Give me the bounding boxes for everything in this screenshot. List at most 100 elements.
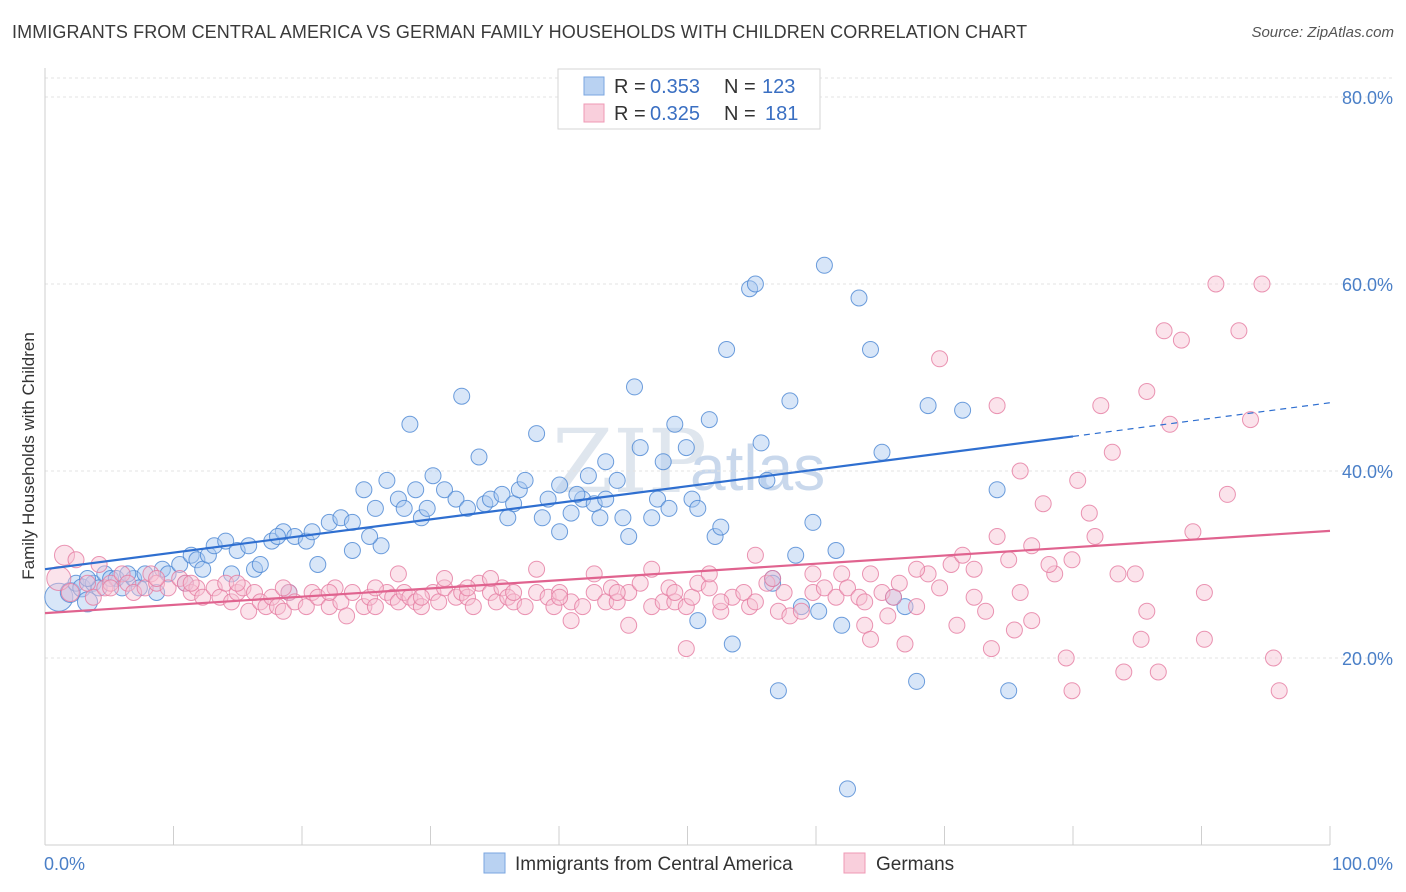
central-america-point-107 bbox=[712, 518, 730, 536]
germans-point-173 bbox=[804, 565, 822, 583]
germans-point-124 bbox=[1023, 612, 1041, 630]
legend-r-label-0: R = bbox=[614, 76, 646, 98]
central-america-point-122 bbox=[361, 528, 379, 545]
germans-point-119 bbox=[982, 640, 1000, 658]
series-central-america-points bbox=[44, 111, 1018, 798]
germans-point-120 bbox=[988, 528, 1006, 545]
central-america-point-82 bbox=[718, 341, 736, 358]
germans-point-5 bbox=[84, 588, 102, 606]
central-america-point-33 bbox=[309, 556, 327, 573]
central-america-point-125 bbox=[568, 485, 586, 503]
central-america-point-47 bbox=[436, 481, 453, 499]
germans-point-144 bbox=[1207, 275, 1225, 293]
bottom-legend-swatch-central-america bbox=[483, 852, 506, 874]
germans-point-7 bbox=[96, 579, 114, 597]
trend-lines bbox=[44, 402, 1331, 615]
bottom-legend-swatch-germans bbox=[843, 852, 866, 874]
central-america-point-106 bbox=[689, 612, 707, 630]
x-tick-label-100: 100.0% bbox=[1332, 854, 1393, 874]
germans-point-15 bbox=[159, 579, 177, 597]
germans-point-177 bbox=[620, 616, 638, 634]
germans-point-79 bbox=[631, 574, 649, 592]
germans-point-190 bbox=[102, 579, 120, 597]
germans-point-171 bbox=[965, 588, 983, 606]
legend-r-value-1: 0.325 bbox=[650, 103, 700, 125]
central-america-point-39 bbox=[372, 537, 390, 555]
germans-point-182 bbox=[459, 579, 476, 597]
central-america-point-114 bbox=[787, 546, 805, 564]
central-america-point-126 bbox=[660, 499, 678, 517]
central-america-point-103 bbox=[988, 481, 1006, 499]
germans-point-153 bbox=[700, 565, 718, 583]
central-america-point-68 bbox=[614, 509, 632, 527]
central-america-point-99 bbox=[896, 598, 914, 616]
germans-point-19 bbox=[188, 579, 206, 597]
germans-point-148 bbox=[1253, 275, 1271, 293]
chart-source: Source: ZipAtlas.com bbox=[1251, 24, 1394, 41]
germans-point-118 bbox=[977, 602, 995, 620]
germans-point-134 bbox=[1115, 663, 1133, 681]
germans-point-183 bbox=[412, 588, 430, 606]
central-america-point-124 bbox=[499, 509, 517, 527]
germans-point-184 bbox=[366, 579, 384, 597]
central-america-point-74 bbox=[654, 453, 672, 471]
germans-point-167 bbox=[931, 350, 949, 368]
germans-point-6 bbox=[90, 556, 108, 573]
germans-point-110 bbox=[896, 635, 914, 653]
germans-point-104 bbox=[856, 593, 874, 611]
central-america-point-43 bbox=[401, 415, 419, 433]
germans-point-33 bbox=[274, 602, 292, 620]
germans-point-186 bbox=[274, 579, 292, 597]
central-america-point-120 bbox=[269, 528, 286, 545]
central-america-point-95 bbox=[850, 289, 868, 307]
central-america-point-57 bbox=[528, 425, 546, 443]
central-america-point-102 bbox=[954, 401, 972, 419]
central-america-point-108 bbox=[551, 523, 569, 541]
germans-point-2 bbox=[60, 583, 80, 602]
germans-point-42 bbox=[338, 607, 356, 625]
x-ticks: 0.0% 100.0% bbox=[44, 826, 1393, 874]
germans-point-188 bbox=[182, 574, 200, 592]
germans-point-139 bbox=[1155, 322, 1173, 340]
germans-point-84 bbox=[677, 598, 695, 616]
central-america-point-79 bbox=[700, 411, 718, 429]
germans-point-142 bbox=[1184, 523, 1202, 541]
central-america-point-76 bbox=[677, 439, 695, 457]
central-america-point-50 bbox=[470, 448, 488, 466]
germans-point-20 bbox=[194, 588, 212, 606]
central-america-point-66 bbox=[597, 453, 615, 471]
central-america-point-40 bbox=[378, 471, 396, 489]
central-america-point-88 bbox=[769, 682, 787, 700]
central-america-point-104 bbox=[1000, 682, 1018, 700]
central-america-point-38 bbox=[366, 499, 384, 517]
germans-point-92 bbox=[746, 593, 764, 611]
germans-point-95 bbox=[775, 584, 793, 601]
series-legend: Immigrants from Central America Germans bbox=[483, 852, 954, 875]
germans-point-105 bbox=[862, 565, 879, 583]
germans-point-60 bbox=[464, 598, 482, 616]
germans-point-163 bbox=[1063, 551, 1081, 569]
central-america-point-65 bbox=[591, 509, 609, 527]
central-america-point-84 bbox=[746, 275, 764, 293]
germans-point-74 bbox=[585, 584, 603, 601]
central-america-point-78 bbox=[689, 499, 707, 517]
germans-point-125 bbox=[1034, 495, 1052, 513]
germans-point-102 bbox=[839, 579, 856, 597]
germans-point-128 bbox=[1063, 682, 1081, 700]
germans-point-145 bbox=[1218, 485, 1236, 503]
central-america-point-81 bbox=[723, 635, 741, 653]
germans-point-127 bbox=[1057, 649, 1075, 667]
bottom-legend-label-germans: Germans bbox=[876, 854, 954, 875]
germans-point-52 bbox=[407, 593, 425, 611]
central-america-point-37 bbox=[355, 481, 373, 499]
germans-point-100 bbox=[827, 588, 845, 606]
germans-point-50 bbox=[395, 584, 413, 601]
germans-point-13 bbox=[142, 565, 160, 583]
germans-point-99 bbox=[815, 579, 833, 597]
germans-point-181 bbox=[505, 584, 523, 601]
germans-point-137 bbox=[1138, 383, 1156, 400]
central-america-point-26 bbox=[246, 560, 263, 578]
y-ticks: 20.0% 40.0% 60.0% 80.0% bbox=[1342, 88, 1393, 669]
trend-line-central-america bbox=[44, 435, 1074, 571]
central-america-point-89 bbox=[781, 392, 799, 410]
